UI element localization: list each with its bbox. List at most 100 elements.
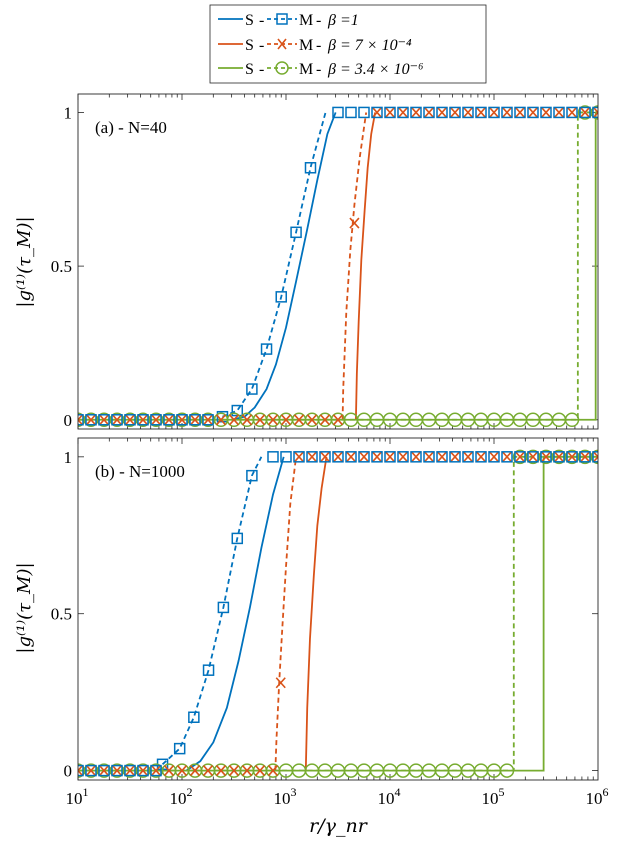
cross-marker bbox=[540, 451, 552, 463]
y-tick-label: 0 bbox=[64, 762, 73, 781]
cross-marker bbox=[423, 451, 435, 463]
square-marker bbox=[553, 451, 565, 463]
legend-sep: - bbox=[316, 61, 321, 78]
square-marker bbox=[475, 451, 487, 463]
cross-marker bbox=[241, 765, 253, 777]
square-marker bbox=[384, 451, 396, 463]
square-marker bbox=[345, 451, 357, 463]
cross-marker bbox=[488, 451, 500, 463]
panel-a-ticks bbox=[77, 94, 598, 429]
panel-a-ytick-labels: 00.51 bbox=[51, 103, 72, 429]
square-marker bbox=[306, 451, 318, 463]
legend-m-label: M bbox=[299, 37, 313, 54]
series-line bbox=[78, 455, 598, 772]
legend: S - M - β =1 S - M - β = 7 × 10⁻⁴ S - M … bbox=[209, 4, 487, 84]
cross-marker bbox=[306, 414, 318, 426]
square-marker bbox=[98, 764, 110, 777]
series-line bbox=[274, 456, 297, 771]
cross-marker bbox=[189, 414, 201, 426]
legend-square-marker bbox=[276, 13, 288, 25]
panel-a-ylabel: |g⁽¹⁾(τ_M)| bbox=[14, 216, 35, 307]
cross-marker bbox=[215, 765, 227, 777]
square-marker bbox=[527, 451, 539, 463]
square-marker bbox=[527, 106, 539, 119]
square-marker bbox=[449, 451, 461, 463]
square-marker bbox=[488, 106, 500, 119]
cross-marker bbox=[228, 765, 240, 777]
cross-marker bbox=[150, 765, 162, 777]
cross-marker bbox=[371, 106, 383, 118]
square-marker bbox=[111, 414, 123, 426]
legend-m-label: M bbox=[299, 61, 313, 78]
series-line bbox=[222, 112, 327, 418]
cross-marker bbox=[397, 451, 409, 463]
square-marker bbox=[260, 343, 273, 355]
cross-marker bbox=[345, 451, 357, 463]
square-marker bbox=[137, 764, 149, 777]
square-marker bbox=[176, 414, 188, 426]
square-marker bbox=[566, 451, 578, 463]
square-marker bbox=[462, 451, 474, 463]
square-marker bbox=[231, 532, 244, 545]
cross-marker bbox=[592, 106, 598, 118]
cross-marker bbox=[254, 765, 266, 777]
square-marker bbox=[217, 601, 230, 614]
square-marker bbox=[410, 451, 422, 463]
cross-marker bbox=[241, 414, 253, 426]
cross-marker bbox=[137, 765, 149, 777]
cross-marker bbox=[514, 451, 526, 463]
square-marker bbox=[332, 451, 344, 463]
square-marker bbox=[290, 226, 302, 239]
square-marker bbox=[189, 414, 201, 426]
cross-marker bbox=[176, 765, 188, 777]
cross-marker bbox=[501, 451, 513, 463]
y-tick-label: 0.5 bbox=[51, 257, 72, 276]
legend-sep: - bbox=[316, 37, 321, 54]
legend-circle-marker bbox=[275, 61, 289, 75]
cross-marker bbox=[163, 765, 175, 777]
cross-marker bbox=[176, 414, 188, 426]
legend-box bbox=[209, 4, 487, 84]
square-marker bbox=[150, 764, 162, 777]
panel-a: (a) - N=40 00.51 |g⁽¹⁾(τ_M)| bbox=[14, 93, 599, 430]
panel-b-ylabel: |g⁽¹⁾(τ_M)| bbox=[14, 562, 35, 653]
square-marker bbox=[78, 414, 84, 426]
x-tick-label: 104 bbox=[378, 785, 401, 808]
square-marker bbox=[397, 106, 409, 119]
cross-marker bbox=[371, 451, 383, 463]
cross-marker bbox=[514, 106, 526, 118]
legend-s-label: S bbox=[245, 12, 254, 29]
legend-sep: - bbox=[259, 61, 264, 78]
cross-marker bbox=[349, 217, 360, 229]
square-marker bbox=[137, 414, 149, 426]
cross-marker bbox=[553, 106, 565, 118]
y-tick-label: 1 bbox=[64, 448, 73, 467]
series-line bbox=[161, 456, 263, 765]
square-marker bbox=[85, 414, 97, 426]
square-marker bbox=[304, 162, 317, 174]
cross-marker bbox=[410, 451, 422, 463]
cross-marker bbox=[553, 451, 565, 463]
square-marker bbox=[410, 106, 422, 119]
square-marker bbox=[246, 469, 258, 482]
square-marker bbox=[358, 451, 370, 463]
x-tick-label: 106 bbox=[586, 785, 609, 808]
cross-marker bbox=[332, 451, 344, 463]
square-marker bbox=[345, 106, 357, 119]
square-marker bbox=[188, 711, 200, 723]
legend-entry-green: S - M - β = 3.4 × 10⁻⁶ bbox=[218, 61, 424, 78]
square-marker bbox=[501, 106, 513, 119]
square-marker bbox=[111, 764, 123, 777]
legend-m-label: M bbox=[299, 12, 313, 29]
cross-marker bbox=[397, 106, 409, 118]
cross-marker bbox=[293, 451, 305, 463]
x-tick-label: 103 bbox=[274, 785, 297, 808]
circle-marker bbox=[590, 449, 598, 465]
x-tick-label: 102 bbox=[170, 785, 193, 808]
square-marker bbox=[540, 106, 552, 119]
cross-marker bbox=[475, 451, 487, 463]
cross-marker bbox=[189, 765, 201, 777]
square-marker bbox=[423, 106, 435, 119]
square-marker bbox=[592, 451, 598, 463]
cross-marker bbox=[579, 106, 591, 118]
